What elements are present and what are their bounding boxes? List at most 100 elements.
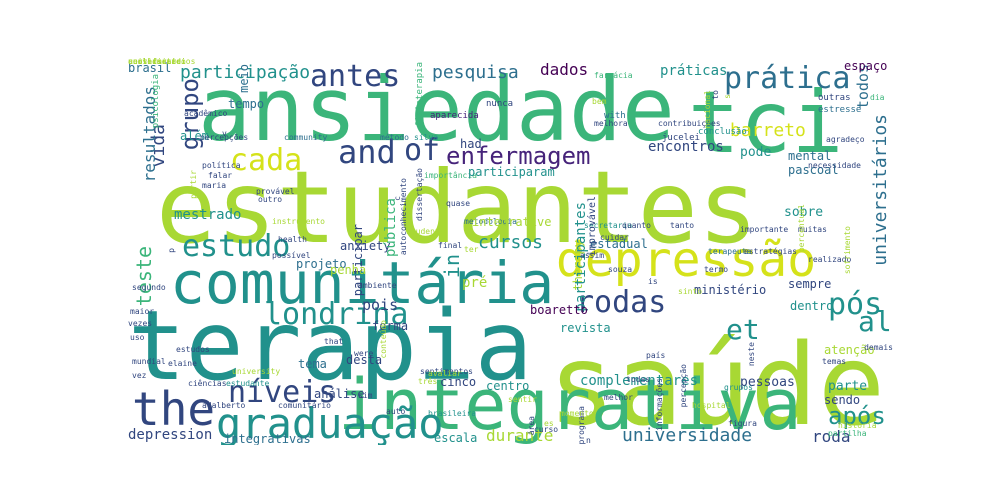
word-demais: demais [864, 343, 893, 352]
word-nunca: nunca [486, 99, 514, 109]
word-integrativas: integrativas [224, 432, 311, 445]
word-temas: temas [822, 357, 847, 366]
word-secretaria: secretaria [584, 221, 633, 230]
word-silva: silva [414, 133, 439, 142]
word-espaço: espaço [844, 59, 888, 73]
word-n: n [586, 436, 591, 445]
word-psicologia: psicologia [151, 74, 161, 129]
word-bem: bem [592, 97, 607, 106]
word-and: and [338, 133, 396, 171]
word-estudos: estudos [176, 345, 210, 354]
word-integrativa: integrativa [338, 364, 802, 445]
word-importante: importante [740, 225, 789, 234]
word-final: final [438, 241, 463, 250]
word-desta: desta [346, 353, 383, 367]
word-participação: participação [180, 62, 311, 83]
word-quase: quase [446, 199, 471, 208]
word-ambiente: ambiente [358, 281, 397, 290]
word-pode: pode [740, 145, 772, 160]
word-mundial: mundial [132, 357, 166, 366]
word-jucelei: jucelei [662, 133, 700, 143]
word-terapeuta: terapeuta [708, 247, 752, 256]
word-aparecida: aparecida [430, 111, 479, 121]
word-durante: durante [486, 426, 554, 445]
word-v: v [222, 129, 227, 138]
word-mestrado: mestrado [174, 207, 242, 223]
word-community: community [284, 133, 328, 142]
word-momento: momento [560, 409, 594, 418]
word-agradeço: agradeço [826, 135, 865, 144]
word-antes: antes [310, 59, 401, 94]
word-tanto: tanto [670, 221, 695, 230]
word-sentimentos: sentimentos [420, 367, 473, 376]
word-comunitária: comunitária [170, 249, 555, 317]
word-anxiety: anxiety [340, 239, 391, 253]
word-of: of [404, 133, 441, 168]
word-pascoal: pascoal [788, 163, 839, 177]
word-estadual: estadual [590, 237, 648, 251]
word-tempo: tempo [228, 97, 265, 111]
word-dados: dados [540, 60, 589, 79]
word-partir: partir [189, 170, 198, 199]
word-cursos: cursos [478, 232, 544, 253]
word-londrina: londrina [264, 297, 409, 332]
word-fisioterapia: fisioterapia [415, 62, 425, 128]
word-comunitário: comunitário [278, 401, 331, 410]
word-conclusão: conclusão [698, 127, 747, 137]
word-to: to [711, 90, 720, 100]
word-saúde: saúde [548, 321, 886, 445]
word-terapia: terapia [128, 290, 533, 402]
word-necessidade: necessidade [808, 161, 861, 170]
word-pública: pública [383, 198, 399, 258]
word-todas: todas [626, 375, 651, 384]
word-atenção: atenção [824, 343, 875, 357]
word-encontros: encontros [648, 139, 724, 155]
word-figura: figura [728, 419, 757, 428]
word-university: university [232, 367, 281, 376]
word-quanto: quanto [622, 221, 651, 230]
word-elaine: elaine [168, 359, 197, 368]
word-were: were [354, 349, 374, 358]
word-pesquisa: pesquisa [432, 62, 519, 83]
word-considerando: considerando [128, 58, 186, 66]
word-certificarei: certificarei [128, 58, 186, 66]
word-níveis: níveis [228, 375, 337, 410]
word-além: além [180, 129, 209, 143]
word-importância: importância [424, 171, 477, 180]
word-cinco: cinco [440, 375, 477, 389]
word-pois: pois [362, 296, 399, 314]
word-the: the [132, 382, 216, 436]
word-farmácia: farmácia [594, 71, 633, 80]
word-segundo: segundo [132, 283, 166, 292]
word-mental: mental [788, 149, 832, 163]
word-país: país [646, 351, 666, 360]
word-ter: ter [464, 245, 479, 254]
word-falar: falar [208, 171, 233, 180]
word-hospital: hospital [692, 401, 731, 410]
word-maior: maior [130, 307, 155, 316]
word-análise: análise [314, 387, 365, 401]
word-estudante: estudante [226, 379, 270, 388]
word-centro: centro [486, 379, 530, 393]
word-pré: pré [462, 275, 488, 291]
word-grupos: grupos [724, 383, 753, 392]
word-dia: dia [870, 93, 885, 102]
word-ansiedade: ansiedade [198, 58, 675, 161]
word-barreto: barreto [730, 120, 806, 141]
word-outro: outro [258, 195, 283, 204]
word-área: área [527, 416, 536, 436]
word-universitários: universitários [128, 58, 196, 66]
word-vez: vez [132, 371, 147, 380]
word-contribuições: contribuições [658, 119, 721, 128]
word-is: is [648, 277, 658, 286]
word-provável: provável [256, 187, 295, 196]
word-percepções: percepções [200, 133, 249, 142]
word-autoconhecimento: autoconhecimento [399, 178, 408, 256]
word-estratégias: estratégias [744, 247, 797, 256]
word-pós: pós [828, 287, 883, 322]
word-al: al [858, 305, 892, 338]
word-ciências: ciências [188, 379, 227, 388]
word-cada: cada [230, 143, 303, 178]
word-rodas: rodas [576, 285, 667, 320]
word-ministério: ministério [694, 283, 767, 297]
